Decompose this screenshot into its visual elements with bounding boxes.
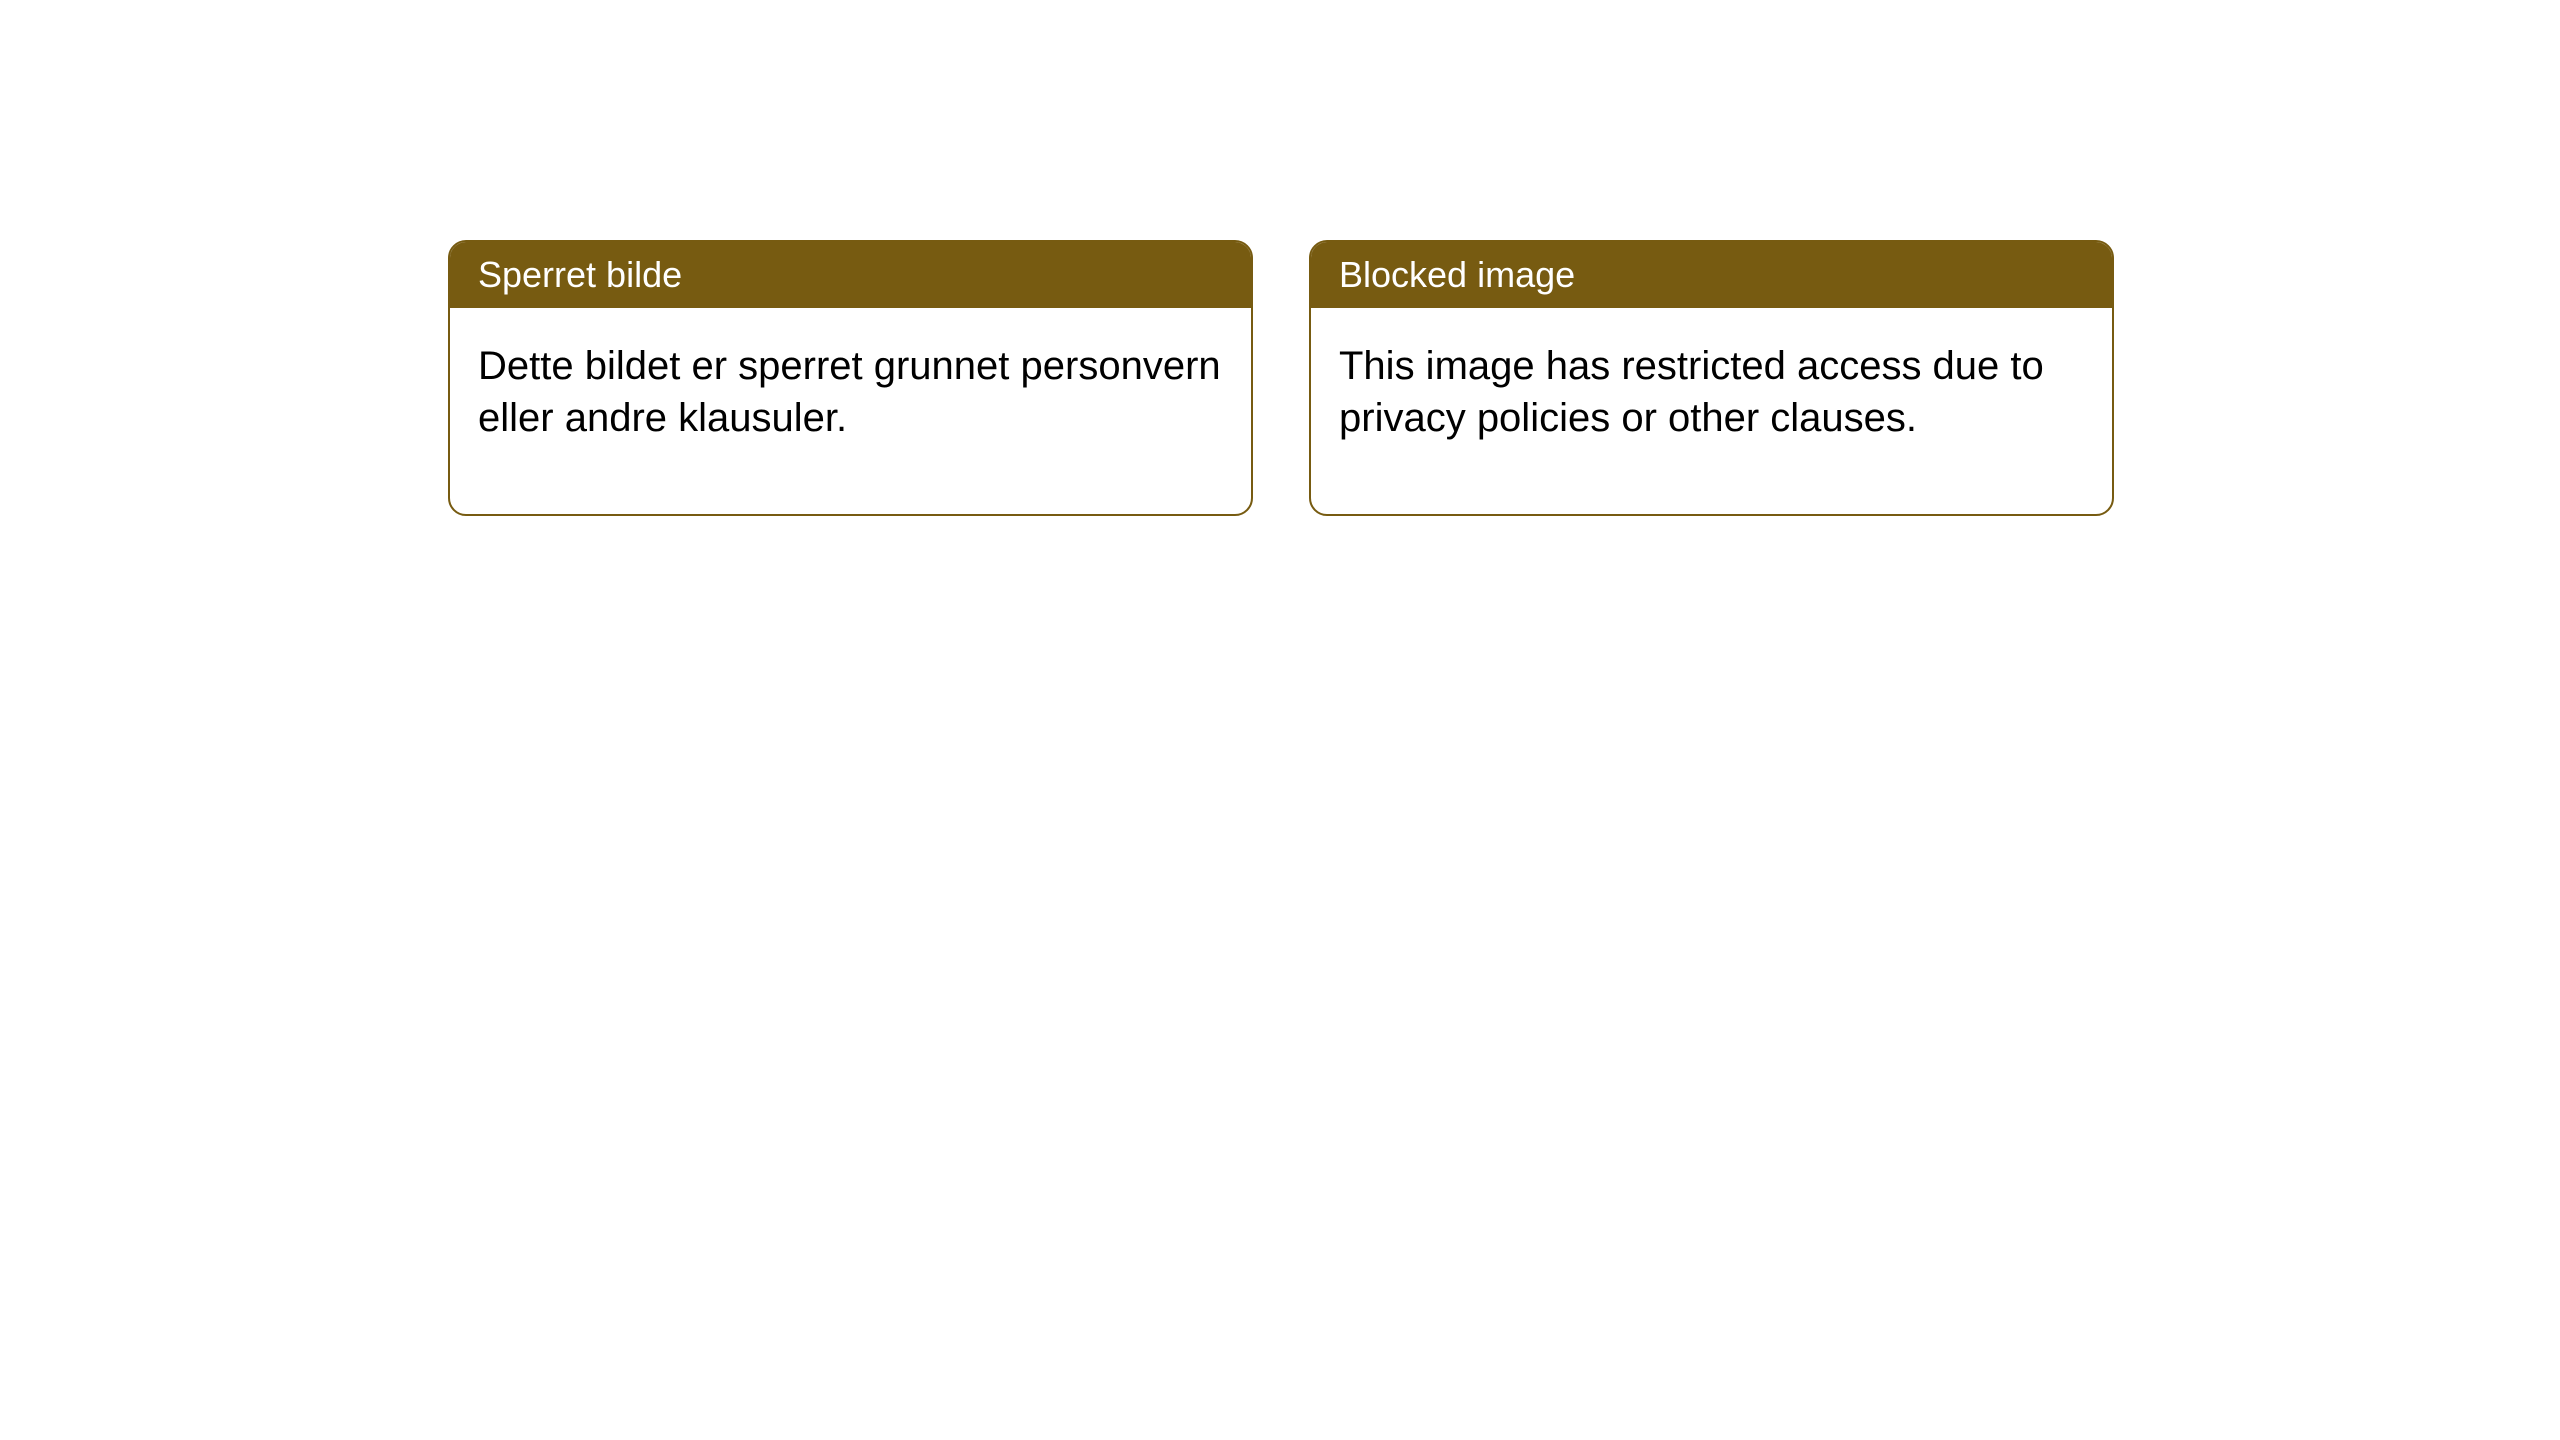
notice-header: Blocked image [1311,242,2112,308]
notice-body: This image has restricted access due to … [1311,308,2112,514]
notice-box-english: Blocked image This image has restricted … [1309,240,2114,516]
notice-container: Sperret bilde Dette bildet er sperret gr… [0,0,2560,516]
notice-title: Blocked image [1339,254,1575,295]
notice-box-norwegian: Sperret bilde Dette bildet er sperret gr… [448,240,1253,516]
notice-body-text: Dette bildet er sperret grunnet personve… [478,344,1221,440]
notice-header: Sperret bilde [450,242,1251,308]
notice-body: Dette bildet er sperret grunnet personve… [450,308,1251,514]
notice-title: Sperret bilde [478,254,682,295]
notice-body-text: This image has restricted access due to … [1339,344,2044,440]
